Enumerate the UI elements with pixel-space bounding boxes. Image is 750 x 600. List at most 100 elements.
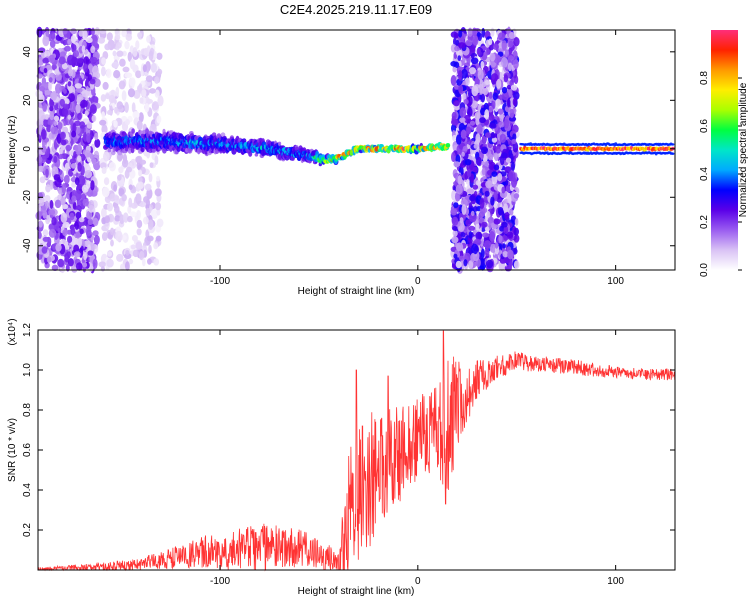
broadband-noise-cell (55, 83, 62, 94)
sparse-noise-cell (154, 188, 162, 197)
spectrogram-y-tick-label: -20 (22, 190, 33, 205)
sparse-noise-cell (146, 235, 154, 242)
broadband-noise-cell (42, 229, 49, 237)
broadband-noise-cell (71, 181, 77, 188)
broadband-noise-cell (485, 259, 494, 269)
broadband-noise-cell (490, 27, 495, 37)
broadband-noise-cell (84, 149, 91, 158)
snr-x-tick-label: -100 (210, 576, 230, 587)
broadband-noise-cell (452, 67, 457, 73)
broadband-noise-cell (42, 102, 47, 112)
sparse-noise-cell (102, 81, 109, 90)
broadband-noise-cell (513, 260, 520, 269)
drifting-band-cell (445, 143, 451, 148)
broadband-noise-cell (50, 31, 56, 40)
broadband-noise-cell (501, 86, 508, 94)
broadband-noise-cell (40, 205, 47, 213)
sparse-noise-cell (136, 219, 143, 229)
broadband-noise-cell (37, 110, 45, 121)
broadband-noise-cell (82, 198, 89, 207)
sparse-noise-cell (156, 175, 160, 182)
broadband-noise-cell (36, 26, 43, 38)
broadband-noise-cell (479, 117, 486, 124)
sparse-noise-cell (138, 169, 143, 177)
broadband-noise-cell (77, 112, 82, 121)
broadband-noise-cell (78, 217, 85, 223)
broadband-noise-cell (69, 101, 76, 113)
broadband-noise-cell (68, 168, 74, 177)
broadband-noise-cell (61, 62, 68, 70)
broadband-noise-cell (470, 57, 479, 65)
broadband-noise-cell (504, 211, 510, 220)
snr-y-scale-label: (x10⁴) (7, 318, 18, 345)
sparse-noise-cell (154, 202, 162, 211)
broadband-noise-cell (509, 108, 515, 119)
broadband-noise-cell (460, 129, 467, 139)
sparse-noise-cell (156, 208, 161, 216)
sparse-noise-cell (148, 50, 154, 61)
sparse-noise-cell (125, 33, 133, 41)
sparse-noise-cell (136, 228, 142, 236)
broadband-noise-cell (45, 168, 49, 178)
sparse-noise-cell (139, 201, 147, 208)
sparse-noise-cell (150, 62, 157, 73)
broadband-noise-cell (451, 216, 459, 226)
broadband-noise-cell (74, 144, 83, 155)
sparse-noise-cell (103, 177, 110, 186)
broadband-noise-cell (503, 118, 510, 129)
broadband-noise-cell (480, 61, 485, 69)
broadband-noise-cell (507, 62, 513, 72)
sparse-noise-cell (101, 66, 106, 77)
sparse-noise-cell (135, 241, 143, 250)
broadband-noise-cell (450, 208, 458, 216)
broadband-noise-cell (53, 174, 61, 181)
broadband-noise-cell (451, 118, 459, 126)
broadband-noise-cell (82, 29, 88, 40)
sparse-noise-cell (105, 93, 110, 100)
broadband-noise-cell (459, 217, 464, 224)
broadband-noise-cell (73, 50, 79, 58)
sparse-noise-cell (118, 166, 124, 174)
snr-x-axis-label: Height of straight line (km) (298, 586, 415, 597)
sparse-noise-cell (118, 188, 125, 197)
sparse-noise-cell (147, 219, 154, 230)
snr-y-tick-label: 1.2 (22, 323, 33, 337)
broadband-noise-cell (466, 168, 472, 178)
broadband-noise-cell (39, 196, 45, 207)
broadband-noise-cell (74, 83, 83, 89)
sparse-noise-cell (115, 230, 123, 242)
steady-line-cell (671, 152, 675, 155)
broadband-noise-cell (495, 98, 501, 107)
broadband-noise-cell (453, 253, 458, 259)
broadband-noise-cell (63, 98, 70, 105)
sparse-noise-cell (124, 72, 133, 78)
broadband-noise-cell (83, 63, 89, 73)
broadband-noise-cell (476, 156, 482, 166)
broadband-noise-cell (503, 74, 509, 83)
sparse-noise-cell (129, 77, 136, 87)
sparse-noise-cell (136, 120, 143, 131)
broadband-noise-cell (505, 157, 512, 163)
sparse-noise-cell (149, 88, 156, 94)
broadband-noise-cell (492, 43, 500, 50)
broadband-noise-cell (40, 129, 47, 140)
broadband-noise-cell (497, 207, 504, 215)
broadband-noise-cell (459, 117, 466, 123)
broadband-noise-cell (46, 256, 52, 263)
sparse-noise-cell (101, 232, 108, 241)
broadband-noise-cell (57, 194, 62, 200)
broadband-noise-cell (508, 170, 516, 182)
sparse-noise-cell (107, 251, 112, 257)
sparse-noise-cell (107, 202, 113, 212)
broadband-noise-cell (87, 218, 94, 225)
broadband-noise-cell (44, 148, 50, 159)
snr-y-tick-label: 0.6 (22, 443, 33, 457)
broadband-noise-cell (501, 186, 506, 194)
drifting-band-cell (277, 141, 282, 146)
broadband-noise-cell (483, 87, 489, 96)
sparse-noise-cell (124, 101, 129, 113)
broadband-noise-cell (61, 183, 67, 194)
broadband-noise-cell (451, 151, 456, 163)
